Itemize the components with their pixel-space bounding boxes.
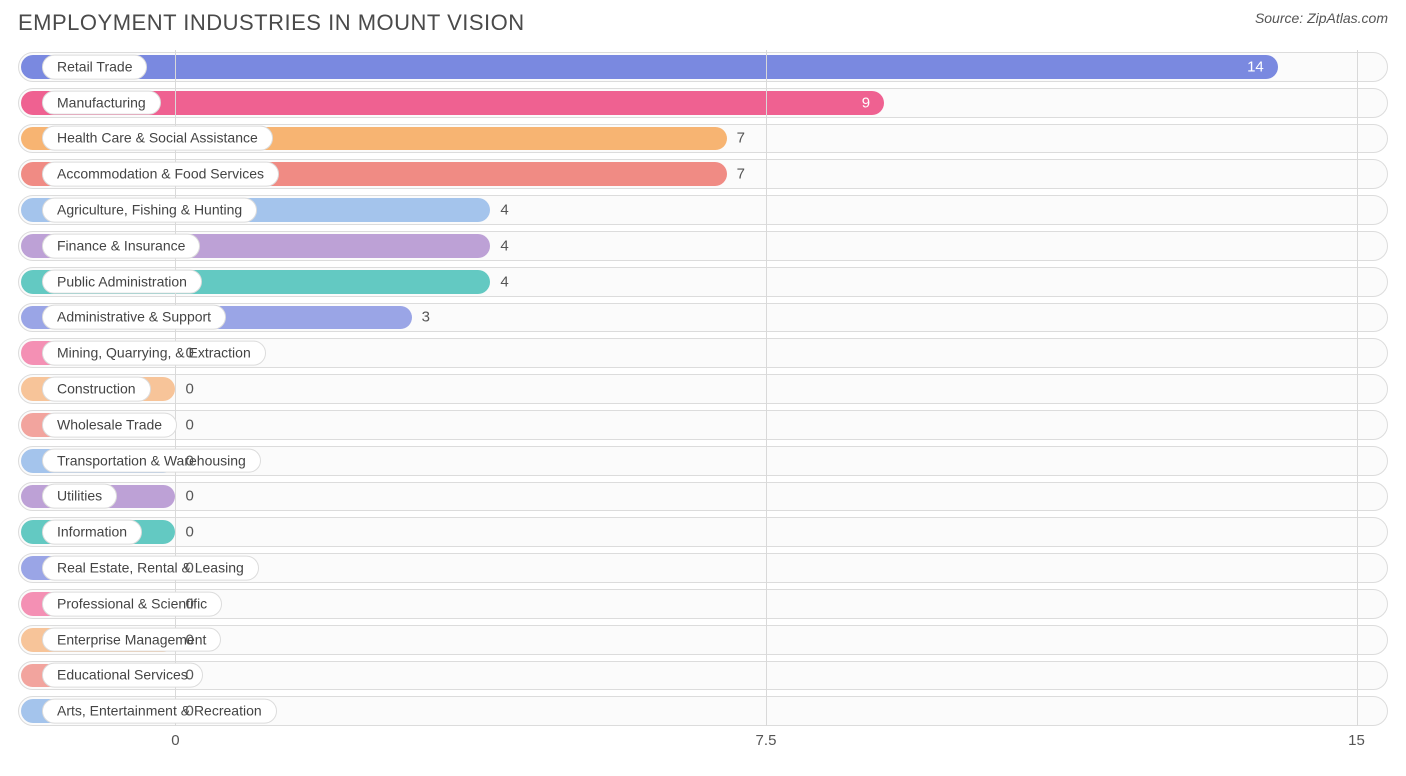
chart-plot: 14 Retail Trade 9 Manufacturing Health Care …: [18, 50, 1388, 726]
gridline: [1357, 50, 1358, 726]
bar-label: Utilities: [42, 484, 117, 509]
bar-row: Arts, Entertainment & Recreation0: [18, 696, 1388, 726]
bar-label: Enterprise Management: [42, 627, 221, 652]
bar-fill: 14: [21, 55, 1278, 79]
x-axis: 0 7.5 15: [18, 730, 1388, 752]
bar-row: Information 0: [18, 517, 1388, 547]
bar-label: Public Administration: [42, 269, 202, 294]
bar-value: 0: [185, 381, 193, 398]
bar-label: Construction: [42, 377, 151, 402]
bar-label: Real Estate, Rental & Leasing: [42, 556, 259, 581]
bar-value: 0: [185, 524, 193, 541]
x-tick: 0: [171, 732, 179, 749]
chart-header: EMPLOYMENT INDUSTRIES IN MOUNT VISION So…: [18, 10, 1388, 36]
bar-value: 7: [737, 130, 745, 147]
bar-row: Transportation & Warehousing0: [18, 446, 1388, 476]
bar-value: 0: [185, 345, 193, 362]
bar-label: Educational Services: [42, 663, 203, 688]
chart-area: 14 Retail Trade 9 Manufacturing Health Care …: [18, 50, 1388, 752]
bar-value: 0: [185, 667, 193, 684]
bar-value: 4: [500, 237, 508, 254]
bar-row: 14 Retail Trade: [18, 52, 1388, 82]
source-name: ZipAtlas.com: [1307, 10, 1388, 26]
chart-title: EMPLOYMENT INDUSTRIES IN MOUNT VISION: [18, 10, 525, 36]
bar-label: Wholesale Trade: [42, 412, 177, 437]
bar-value: 0: [185, 452, 193, 469]
bar-value: 0: [185, 416, 193, 433]
bar-label: Arts, Entertainment & Recreation: [42, 699, 277, 724]
bar-track: [18, 661, 1388, 691]
bar-row: Utilities 0: [18, 482, 1388, 512]
bar-label: Health Care & Social Assistance: [42, 126, 273, 151]
x-tick: 15: [1348, 732, 1365, 749]
gridline: [766, 50, 767, 726]
bar-row: Educational Services0: [18, 661, 1388, 691]
bar-value: 0: [185, 595, 193, 612]
bar-row: Enterprise Management0: [18, 625, 1388, 655]
bar-label: Manufacturing: [42, 90, 161, 115]
bar-row: Health Care & Social Assistance 7: [18, 124, 1388, 154]
x-tick: 7.5: [756, 732, 777, 749]
chart-source: Source: ZipAtlas.com: [1255, 10, 1388, 26]
bar-value: 0: [185, 560, 193, 577]
bar-label: Retail Trade: [42, 54, 147, 79]
bar-row: Real Estate, Rental & Leasing0: [18, 553, 1388, 583]
bar-row: Accommodation & Food Services 7: [18, 159, 1388, 189]
bar-row: Wholesale Trade 0: [18, 410, 1388, 440]
bar-track: [18, 517, 1388, 547]
bar-value: 4: [500, 202, 508, 219]
bar-row: 9 Manufacturing: [18, 88, 1388, 118]
chart-rows: 14 Retail Trade 9 Manufacturing Health Care …: [18, 50, 1388, 726]
bar-value: 7: [737, 166, 745, 183]
bar-label: Agriculture, Fishing & Hunting: [42, 198, 257, 223]
bar-row: Mining, Quarrying, & Extraction0: [18, 338, 1388, 368]
bar-value: 0: [185, 631, 193, 648]
bar-track: [18, 374, 1388, 404]
bar-track: [18, 410, 1388, 440]
bar-row: Administrative & Support 3: [18, 303, 1388, 333]
bar-label: Finance & Insurance: [42, 233, 200, 258]
bar-row: Professional & Scientific0: [18, 589, 1388, 619]
gridline: [175, 50, 176, 726]
bar-row: Finance & Insurance 4: [18, 231, 1388, 261]
bar-label: Transportation & Warehousing: [42, 448, 261, 473]
bar-label: Mining, Quarrying, & Extraction: [42, 341, 266, 366]
bar-row: Construction 0: [18, 374, 1388, 404]
bar-track: [18, 482, 1388, 512]
source-prefix: Source:: [1255, 10, 1307, 26]
bar-value: 0: [185, 488, 193, 505]
bar-row: Public Administration 4: [18, 267, 1388, 297]
bar-track: [18, 625, 1388, 655]
bar-value: 14: [1247, 58, 1264, 75]
bar-value: 3: [422, 309, 430, 326]
bar-value: 0: [185, 703, 193, 720]
bar-label: Information: [42, 520, 142, 545]
bar-label: Professional & Scientific: [42, 591, 222, 616]
bar-label: Administrative & Support: [42, 305, 226, 330]
bar-row: Agriculture, Fishing & Hunting 4: [18, 195, 1388, 225]
bar-label: Accommodation & Food Services: [42, 162, 279, 187]
bar-value: 9: [862, 94, 870, 111]
bar-value: 4: [500, 273, 508, 290]
bar-track: [18, 589, 1388, 619]
